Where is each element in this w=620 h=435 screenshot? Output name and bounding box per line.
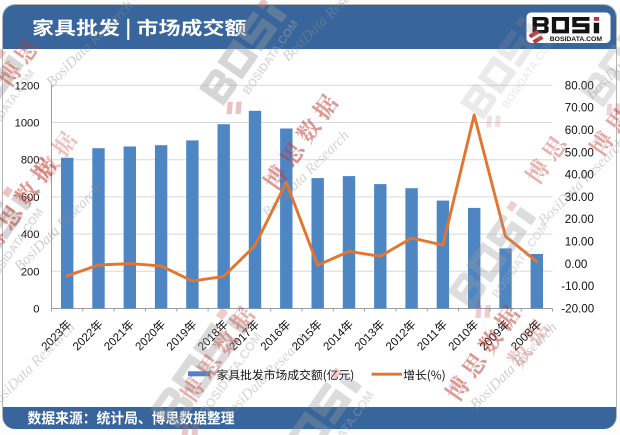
svg-text:1200: 1200 bbox=[15, 80, 40, 92]
svg-text:200: 200 bbox=[21, 266, 40, 278]
svg-text:800: 800 bbox=[21, 155, 40, 167]
svg-text:BosiData Research: BosiData Research bbox=[468, 320, 561, 413]
svg-text:30.00: 30.00 bbox=[565, 191, 594, 204]
svg-text:70.00: 70.00 bbox=[565, 102, 594, 115]
svg-text:10.00: 10.00 bbox=[565, 236, 594, 249]
svg-text:BosiData Research: BosiData Research bbox=[44, 0, 137, 91]
svg-text:BosiData Research: BosiData Research bbox=[0, 320, 79, 413]
svg-text:-10.00: -10.00 bbox=[561, 280, 594, 293]
svg-text:BosiData Research: BosiData Research bbox=[260, 128, 353, 221]
svg-text:400: 400 bbox=[21, 229, 40, 241]
svg-text:0: 0 bbox=[33, 304, 39, 316]
svg-text:20.00: 20.00 bbox=[565, 213, 594, 226]
svg-text:40.00: 40.00 bbox=[565, 169, 594, 182]
svg-text:50.00: 50.00 bbox=[565, 146, 594, 159]
svg-text:BOSIDATA.COM: BOSIDATA.COM bbox=[550, 36, 603, 43]
svg-text:-20.00: -20.00 bbox=[561, 303, 594, 316]
svg-text:60.00: 60.00 bbox=[565, 124, 594, 137]
svg-text:0.00: 0.00 bbox=[565, 258, 588, 271]
svg-text:80.00: 80.00 bbox=[565, 79, 594, 92]
svg-text:1000: 1000 bbox=[15, 118, 40, 130]
svg-text:BosiData Research: BosiData Research bbox=[536, 136, 620, 229]
